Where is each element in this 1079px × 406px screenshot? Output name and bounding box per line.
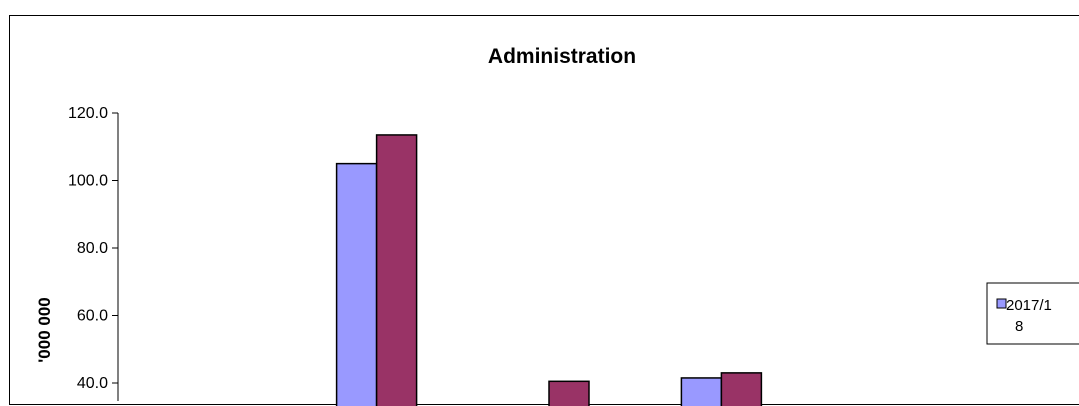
bar-series-2-cat-2 [375,134,418,406]
y-tick-label: 120.0 [68,105,108,122]
bar-series-2-cat-3 [548,380,590,406]
bar-series-1-cat-2 [335,162,378,406]
legend-entry-line-2: 8 [1015,318,1023,335]
bar-series-2-cat-4 [720,372,763,406]
legend-box [986,282,1079,345]
chart-frame: Administration 40.0 60.0 80.0 100.0 120.0 '0… [9,15,1079,406]
chart-title: Administration [488,45,636,68]
y-axis-label: '000 000 [35,297,54,363]
legend: 2017/1 8 [986,282,1079,345]
legend-entry-line-1: 2017/1 [1006,297,1052,314]
y-tick-label: 80.0 [77,240,108,257]
bars [335,134,763,406]
legend-swatch-series-1 [996,298,1007,309]
y-axis: 40.0 60.0 80.0 100.0 120.0 [68,105,119,401]
chart-svg: Administration 40.0 60.0 80.0 100.0 120.0 '0… [35,45,1079,406]
y-tick-label: 40.0 [77,375,108,392]
y-tick-label: 60.0 [77,308,108,325]
y-tick-label: 100.0 [68,173,108,190]
